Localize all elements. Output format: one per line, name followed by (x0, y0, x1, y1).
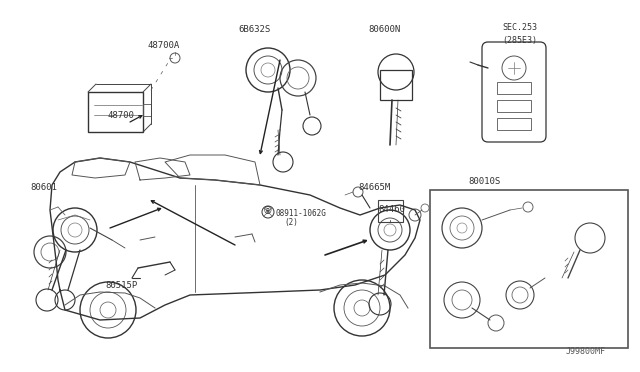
Text: ®: ® (262, 206, 272, 216)
Text: 80515P: 80515P (105, 282, 137, 291)
Bar (378, 200, 403, 222)
Text: SEC.253: SEC.253 (502, 23, 537, 32)
Text: 84665M: 84665M (358, 183, 390, 192)
Text: 80010S: 80010S (468, 177, 500, 186)
Text: 08911-1062G: 08911-1062G (275, 208, 326, 218)
Text: J99800MF: J99800MF (566, 347, 606, 356)
Text: 48700A: 48700A (148, 42, 180, 51)
Bar (497, 100, 531, 112)
Bar (380, 70, 412, 100)
Bar (143, 104, 151, 116)
Text: 80600N: 80600N (368, 26, 400, 35)
Text: (2): (2) (284, 218, 298, 228)
Bar (88, 92, 143, 132)
Text: 6B632S: 6B632S (238, 26, 270, 35)
Bar (497, 82, 531, 94)
Text: 84460: 84460 (378, 205, 405, 215)
Text: 80601: 80601 (30, 183, 57, 192)
Text: (285E3): (285E3) (502, 35, 537, 45)
Bar (497, 118, 531, 130)
Bar (430, 190, 628, 348)
Text: 48700: 48700 (108, 112, 135, 121)
